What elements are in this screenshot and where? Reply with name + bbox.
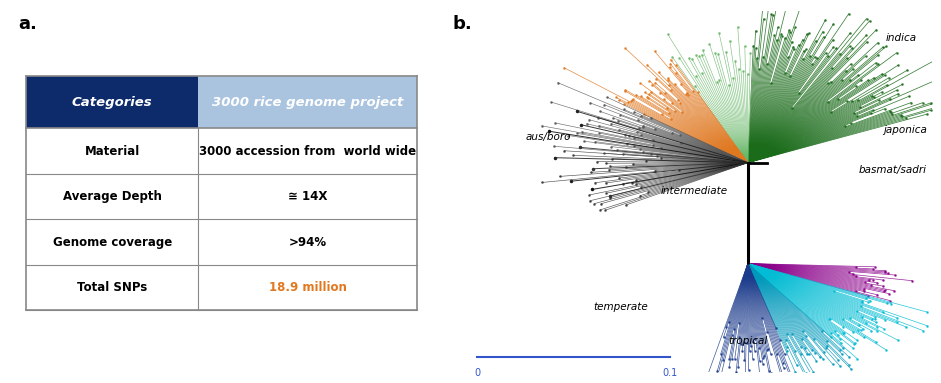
Text: 0: 0 [474,368,480,378]
Text: japonica: japonica [883,125,927,135]
Text: >94%: >94% [289,236,327,249]
Bar [26,174,417,219]
Text: Average Depth: Average Depth [63,190,162,203]
Text: 0.1: 0.1 [662,368,678,378]
Text: b.: b. [453,15,472,33]
Text: Categories: Categories [72,96,152,109]
Text: 3000 accession from  world wide: 3000 accession from world wide [199,145,416,158]
Text: intermediate: intermediate [661,187,728,196]
Bar [26,76,199,129]
Text: Genome coverage: Genome coverage [53,236,172,249]
Bar [26,219,417,265]
Text: aus/boro: aus/boro [525,133,571,142]
Text: Material: Material [85,145,140,158]
Bar [199,76,417,129]
Text: 3000 rice genome project: 3000 rice genome project [212,96,404,109]
Bar [26,129,417,174]
Bar [26,265,417,310]
Text: indica: indica [886,33,917,43]
Text: temperate: temperate [593,302,647,312]
Text: tropical: tropical [728,336,768,345]
Text: basmat/sadri: basmat/sadri [859,165,927,175]
Text: ≅ 14X: ≅ 14X [288,190,327,203]
Text: Total SNPs: Total SNPs [77,281,148,294]
Text: 18.9 million: 18.9 million [269,281,346,294]
Text: a.: a. [18,15,37,33]
